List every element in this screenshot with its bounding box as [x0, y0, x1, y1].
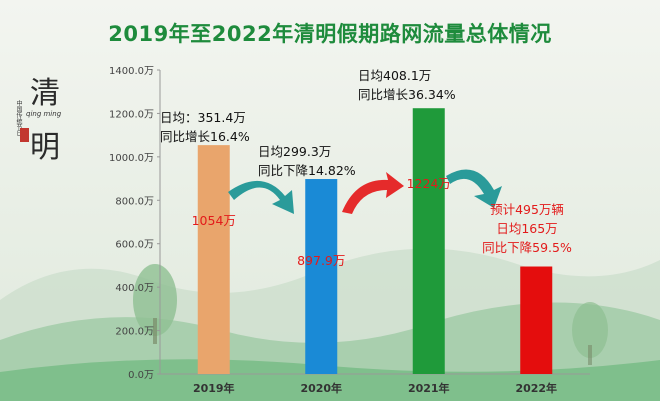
chart-title: 2019年至2022年清明假期路网流量总体情况 — [108, 22, 552, 46]
bar-0 — [197, 145, 230, 374]
y-tick-label: 1400.0万 — [109, 66, 154, 77]
logo-char-top: 清 — [30, 76, 60, 111]
qingming-logo: 中国传统节日 清 qing ming 明 — [12, 70, 72, 165]
y-tick-label: 600.0万 — [115, 240, 154, 251]
annotation-2019-line-2: 同比增长16.4% — [160, 129, 250, 144]
y-tick-label: 0.0万 — [128, 370, 154, 381]
x-tick-label: 2020年 — [300, 381, 342, 395]
annotation-2022-line-1: 预计495万辆 — [490, 202, 564, 217]
y-tick-label: 1200.0万 — [109, 109, 154, 120]
annotation-2022-line-2: 日均165万 — [496, 221, 558, 236]
bar-1 — [305, 179, 338, 374]
trend-arrow-2020-2021 — [342, 172, 404, 214]
logo-small-text: 中国传统节日 — [15, 100, 22, 136]
y-tick-label: 1000.0万 — [109, 153, 154, 164]
annotation-2019-line-1: 日均：351.4万 — [160, 110, 246, 125]
y-tick-label: 400.0万 — [115, 283, 154, 294]
x-tick-label: 2019年 — [193, 381, 235, 395]
bar-value-label: 1224万 — [407, 176, 451, 191]
bar-2 — [412, 108, 445, 375]
red-seal-icon — [20, 128, 29, 142]
annotation-2020-line-1: 日均299.3万 — [258, 144, 332, 159]
trend-arrow-2019-2020 — [228, 180, 294, 214]
annotation-2020: 日均299.3万 同比下降14.82% — [258, 142, 356, 180]
bar-value-label: 1054万 — [192, 213, 236, 228]
annotation-2022: 预计495万辆 日均165万 同比下降59.5% — [472, 200, 582, 257]
y-tick-label: 800.0万 — [115, 196, 154, 207]
annotation-2019: 日均：351.4万 同比增长16.4% — [160, 108, 250, 146]
annotation-2022-line-3: 同比下降59.5% — [482, 240, 572, 255]
bar-3 — [520, 266, 553, 374]
annotation-2021: 日均408.1万 同比增长36.34% — [358, 66, 456, 104]
trend-arrow-2021-2022 — [446, 169, 502, 208]
bar-value-label: 897.9万 — [297, 253, 345, 268]
logo-pinyin: qing ming — [26, 110, 62, 118]
annotation-2021-line-2: 同比增长36.34% — [358, 87, 456, 102]
x-tick-label: 2021年 — [408, 381, 450, 395]
y-tick-label: 200.0万 — [115, 327, 154, 338]
annotation-2020-line-2: 同比下降14.82% — [258, 163, 356, 178]
logo-char-bottom: 明 — [30, 130, 60, 165]
x-tick-label: 2022年 — [515, 381, 557, 395]
annotation-2021-line-1: 日均408.1万 — [358, 68, 432, 83]
